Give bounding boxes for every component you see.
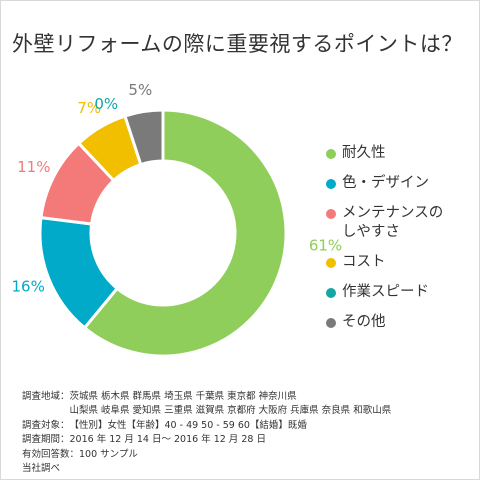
donut-slices (38, 108, 288, 358)
data-label-5: 5% (128, 81, 152, 99)
note-target-key: 調査対象： (22, 419, 70, 431)
note-period: 調査期間： 2016 年 12 月 14 日～ 2016 年 12 月 28 日 (22, 433, 472, 447)
data-label-3: 7% (77, 99, 101, 117)
note-region-value: 茨城県 栃木県 群馬県 埼玉県 千葉県 東京都 神奈川県 山梨県 岐阜県 愛知県… (69, 391, 392, 417)
note-target: 調査対象： 【性別】女性【年齢】40 - 49 50 - 59 60【結婚】既婚 (22, 419, 472, 433)
legend-swatch-1 (326, 179, 336, 189)
note-responses: 有効回答数： 100 サンプル (22, 448, 472, 462)
legend-item-5: その他 (324, 313, 480, 332)
legend-label-3: コスト (342, 254, 386, 270)
legend-item-0: 耐久性 (324, 144, 480, 163)
survey-notes: 調査地域： 茨城県 栃木県 群馬県 埼玉県 千葉県 東京都 神奈川県 山梨県 岐… (22, 390, 472, 476)
data-labels: 61% 16% 11% 7%0% 5% (12, 81, 343, 296)
donut-slice-0 (82, 108, 288, 358)
legend-label-5: その他 (342, 314, 386, 330)
note-responses-key: 有効回答数： (22, 448, 80, 460)
legend-item-1: 色・デザイン (324, 174, 480, 193)
legend-swatch-2 (326, 209, 336, 219)
legend-swatch-3 (326, 258, 336, 268)
data-label-2: 11% (17, 158, 50, 176)
donut-slice-5 (123, 108, 165, 167)
legend-label-2: メンテナンスの しやすさ (342, 205, 444, 240)
legend-label-1: 色・デザイン (342, 175, 429, 191)
note-responses-value: 100 サンプル (79, 448, 138, 460)
note-footer: 当社調べ (22, 463, 61, 475)
legend-item-3: コスト (324, 253, 480, 272)
legend-label-0: 耐久性 (342, 145, 386, 161)
legend-item-4: 作業スピード (324, 283, 480, 302)
legend-swatch-4 (326, 288, 336, 298)
legend-label-4: 作業スピード (342, 284, 429, 300)
note-region: 調査地域： 茨城県 栃木県 群馬県 埼玉県 千葉県 東京都 神奈川県 山梨県 岐… (22, 390, 472, 419)
note-period-key: 調査期間： (22, 434, 70, 446)
data-label-1: 16% (12, 277, 45, 295)
note-target-value: 【性別】女性【年齢】40 - 49 50 - 59 60【結婚】既婚 (69, 419, 307, 431)
legend-swatch-5 (326, 318, 336, 328)
chart-title: 外壁リフォームの際に重要視するポイントは？ (12, 32, 463, 56)
note-period-value: 2016 年 12 月 14 日～ 2016 年 12 月 28 日 (69, 434, 266, 446)
legend-item-2: メンテナンスの しやすさ (324, 204, 480, 242)
chart-legend: 耐久性色・デザインメンテナンスの しやすさコスト作業スピード その他 (324, 144, 480, 343)
note-region-key: 調査地域： (22, 391, 70, 402)
data-label-0: 61% (309, 237, 342, 255)
legend-swatch-0 (326, 149, 336, 159)
data-label-4: 0% (94, 95, 118, 113)
